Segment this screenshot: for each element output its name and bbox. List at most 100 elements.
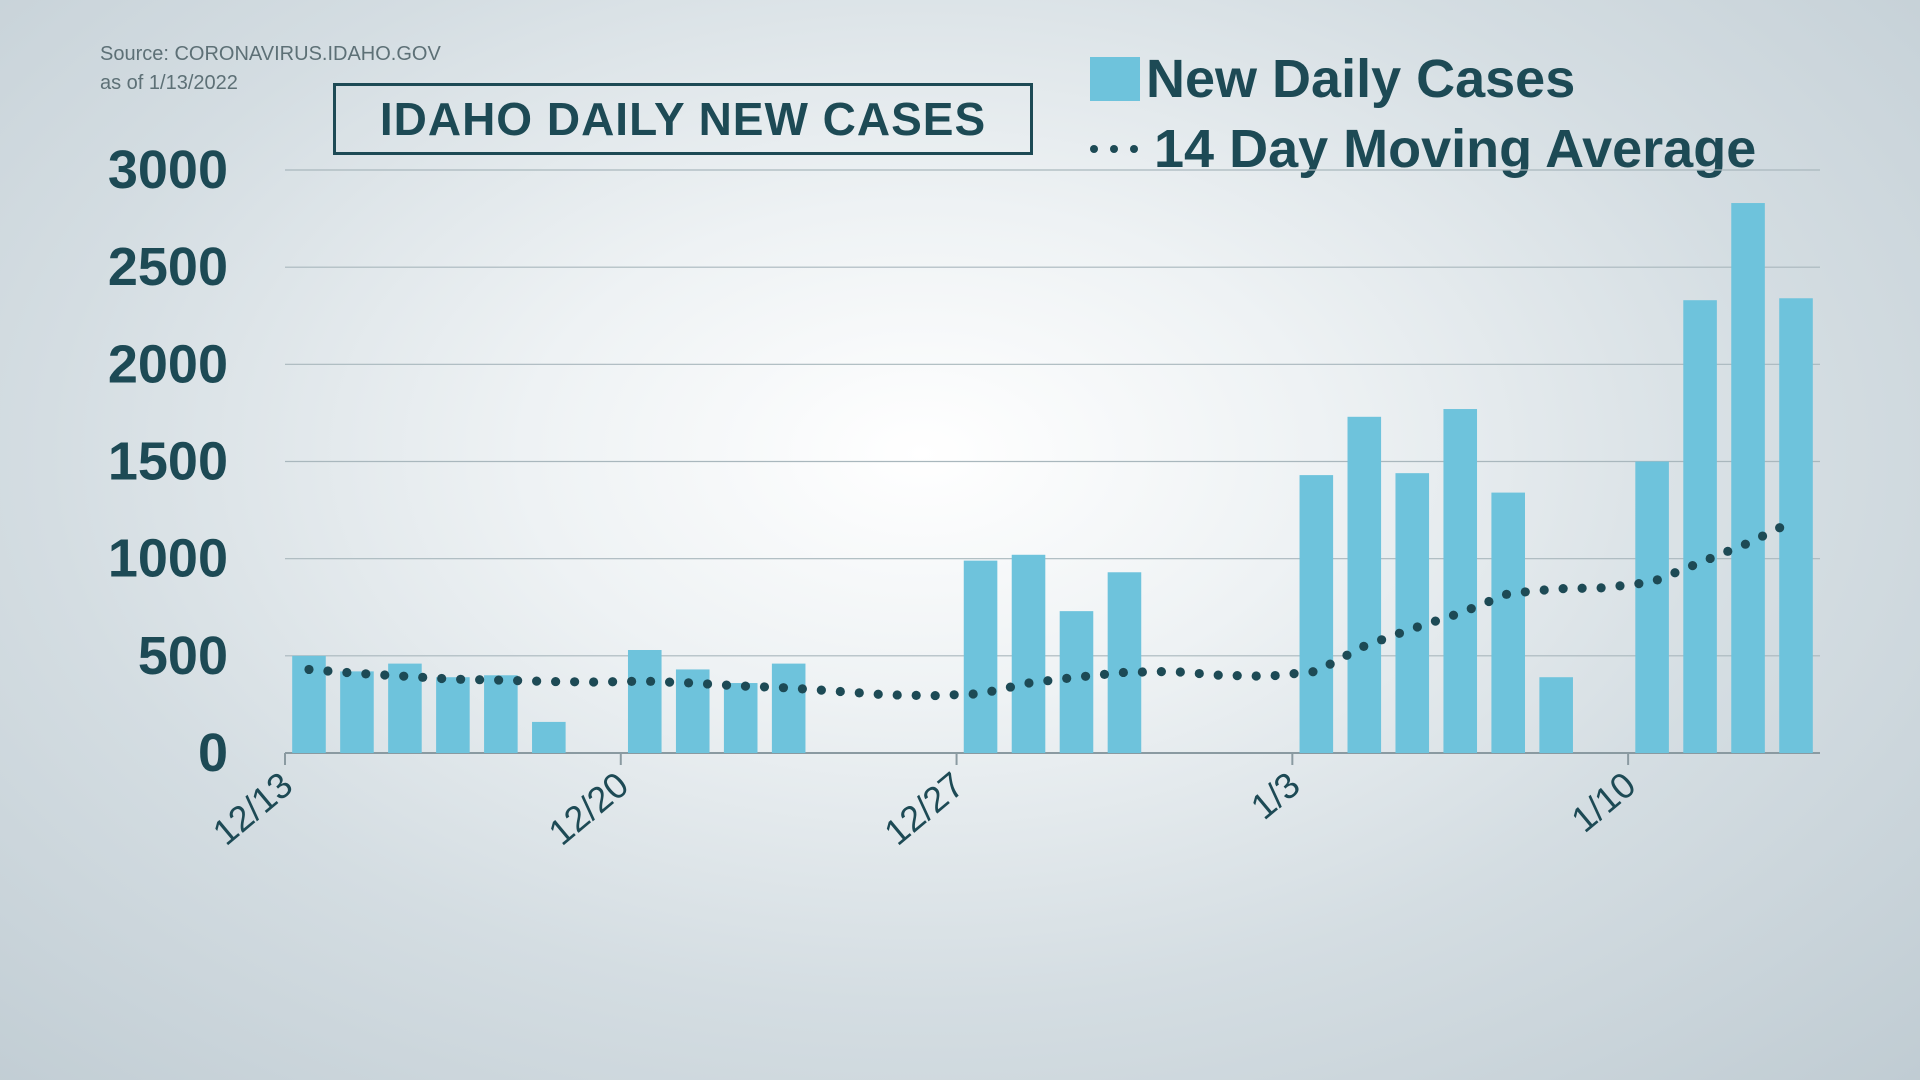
moving-average-dot bbox=[589, 677, 599, 687]
bar bbox=[1443, 409, 1478, 753]
moving-average-dot bbox=[1539, 585, 1549, 595]
y-tick-label: 1000 bbox=[108, 529, 228, 589]
moving-average-dot bbox=[494, 675, 504, 685]
bar bbox=[963, 560, 998, 753]
moving-average-dot bbox=[456, 674, 466, 684]
moving-average-dot bbox=[532, 676, 542, 686]
moving-average-dot bbox=[399, 671, 409, 681]
moving-average-dot bbox=[892, 690, 902, 700]
legend-label-bars: New Daily Cases bbox=[1146, 49, 1576, 109]
moving-average-dot bbox=[1194, 668, 1204, 679]
moving-average-dot bbox=[911, 690, 921, 700]
moving-average-dot bbox=[1558, 584, 1568, 594]
moving-average-dot bbox=[1634, 578, 1644, 589]
legend-label-line: 14 Day Moving Average bbox=[1154, 119, 1757, 179]
moving-average-dot bbox=[873, 689, 883, 699]
bar bbox=[340, 671, 374, 753]
moving-average-dot bbox=[551, 676, 561, 687]
bar bbox=[436, 677, 470, 753]
moving-average-dot bbox=[1043, 676, 1053, 686]
x-tick-label: 1/3 bbox=[1243, 764, 1308, 828]
moving-average-dot bbox=[513, 676, 523, 686]
moving-average-dot bbox=[608, 677, 618, 687]
moving-average-dot bbox=[418, 672, 428, 682]
moving-average-dot bbox=[1615, 581, 1625, 591]
moving-average-dot bbox=[1412, 622, 1422, 632]
source-note: Source: CORONAVIRUS.IDAHO.GOV as of 1/13… bbox=[100, 40, 441, 98]
bar bbox=[1683, 300, 1717, 753]
moving-average-dot bbox=[835, 686, 845, 697]
bar bbox=[1731, 203, 1765, 753]
bar bbox=[723, 683, 758, 753]
bar bbox=[1299, 475, 1334, 753]
moving-average-dot bbox=[1359, 641, 1369, 651]
moving-average-dot bbox=[987, 686, 997, 696]
bar bbox=[1011, 554, 1046, 753]
bar bbox=[1491, 492, 1525, 753]
moving-average-dot bbox=[1099, 669, 1110, 679]
moving-average-dot bbox=[1325, 659, 1335, 669]
moving-average-dot bbox=[797, 684, 808, 694]
moving-average-dot bbox=[1705, 553, 1715, 564]
moving-average-dot bbox=[1376, 635, 1387, 645]
moving-average-dot bbox=[1448, 610, 1459, 620]
moving-average-dot bbox=[1501, 589, 1512, 599]
moving-average-dot bbox=[361, 669, 371, 679]
moving-average-dot bbox=[759, 682, 770, 692]
y-tick-label: 3000 bbox=[108, 140, 228, 200]
bar bbox=[532, 721, 566, 753]
bar bbox=[1779, 298, 1813, 753]
moving-average-dot bbox=[1520, 587, 1530, 597]
moving-average-dot bbox=[1213, 670, 1223, 680]
moving-average-dot bbox=[1156, 667, 1166, 677]
y-tick-label: 0 bbox=[198, 723, 228, 783]
x-tick-label: 1/10 bbox=[1563, 764, 1643, 840]
moving-average-dot bbox=[702, 679, 713, 689]
moving-average-dot bbox=[437, 673, 447, 684]
y-tick-label: 2000 bbox=[108, 334, 228, 394]
moving-average-dot bbox=[1652, 575, 1662, 585]
moving-average-dot bbox=[1062, 673, 1072, 684]
moving-average-dot bbox=[1430, 616, 1441, 626]
moving-average-dot bbox=[342, 667, 352, 678]
moving-average-dot bbox=[1342, 650, 1352, 660]
source-line: Source: CORONAVIRUS.IDAHO.GOV bbox=[100, 43, 441, 65]
moving-average-dot bbox=[949, 690, 959, 700]
moving-average-dot bbox=[627, 676, 637, 686]
moving-average-dot bbox=[1005, 682, 1016, 692]
moving-average-dot bbox=[1723, 546, 1733, 556]
moving-average-dot bbox=[1270, 670, 1280, 681]
moving-average-dot bbox=[1175, 667, 1185, 677]
bar bbox=[771, 663, 806, 753]
moving-average-dot bbox=[1577, 583, 1587, 593]
moving-average-dot bbox=[968, 689, 978, 699]
y-tick-label: 500 bbox=[138, 626, 228, 686]
moving-average-dot bbox=[1137, 667, 1147, 677]
moving-average-dot bbox=[683, 678, 694, 688]
moving-average-dot bbox=[1484, 596, 1494, 607]
y-tick-label: 1500 bbox=[108, 432, 228, 492]
moving-average-dot bbox=[1757, 531, 1768, 541]
moving-average-dot bbox=[740, 681, 751, 691]
moving-average-dot bbox=[304, 664, 314, 675]
moving-average-dot bbox=[1308, 667, 1318, 677]
bar bbox=[1395, 473, 1430, 753]
legend-bar-swatch bbox=[1090, 57, 1140, 101]
x-tick-label: 12/27 bbox=[876, 764, 971, 853]
moving-average-dot bbox=[721, 680, 732, 690]
chart-title-box: IDAHO DAILY NEW CASES bbox=[333, 83, 1033, 155]
moving-average-dot bbox=[1118, 667, 1128, 678]
moving-average-dot bbox=[854, 688, 864, 698]
moving-average-dot bbox=[1394, 628, 1405, 638]
as-of-date: as of 1/13/2022 bbox=[100, 72, 238, 94]
bar bbox=[627, 650, 662, 753]
moving-average-dot bbox=[1740, 539, 1751, 549]
moving-average-dot bbox=[1289, 669, 1299, 679]
moving-average-dot bbox=[1670, 568, 1680, 578]
moving-average-dot bbox=[1466, 604, 1476, 614]
moving-average-dot bbox=[930, 690, 940, 701]
moving-average-dot bbox=[1596, 583, 1606, 593]
chart-title: IDAHO DAILY NEW CASES bbox=[379, 93, 987, 145]
